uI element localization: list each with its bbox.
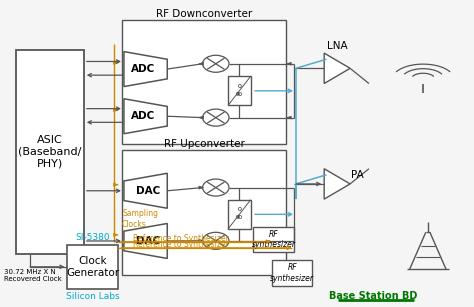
Text: 90: 90: [236, 92, 243, 97]
Circle shape: [202, 55, 229, 72]
Bar: [121, 20, 286, 144]
Polygon shape: [124, 223, 167, 258]
Text: Base Station BD: Base Station BD: [329, 291, 418, 301]
Polygon shape: [287, 62, 291, 65]
Polygon shape: [287, 116, 291, 119]
Polygon shape: [199, 239, 203, 242]
Text: Reference to Synthesizer: Reference to Synthesizer: [133, 240, 228, 249]
Text: Clock
Generator: Clock Generator: [66, 256, 119, 278]
Text: ASIC
(Baseband/
PHY): ASIC (Baseband/ PHY): [18, 135, 82, 169]
Text: SI-5380: SI-5380: [75, 233, 110, 242]
Text: RF
synthesizer: RF synthesizer: [270, 263, 314, 283]
Polygon shape: [124, 99, 167, 134]
Circle shape: [202, 109, 229, 126]
Text: ADC: ADC: [131, 64, 155, 74]
Bar: [228, 200, 251, 229]
Circle shape: [202, 179, 229, 196]
Polygon shape: [114, 61, 118, 64]
Polygon shape: [324, 169, 350, 199]
Polygon shape: [199, 116, 203, 119]
Text: 0: 0: [237, 207, 241, 212]
Text: DAC: DAC: [136, 236, 160, 246]
Text: LNA: LNA: [327, 41, 347, 50]
Polygon shape: [199, 62, 203, 65]
Bar: [16, 50, 84, 254]
Text: PA: PA: [351, 170, 364, 180]
Circle shape: [202, 232, 229, 249]
Text: 0: 0: [237, 84, 241, 89]
Polygon shape: [114, 109, 118, 112]
Polygon shape: [114, 233, 118, 236]
Text: 90: 90: [236, 216, 243, 220]
Polygon shape: [199, 186, 203, 189]
Bar: [67, 245, 118, 289]
Bar: [228, 76, 251, 105]
Text: Reference to Synthesizer: Reference to Synthesizer: [133, 234, 228, 243]
Polygon shape: [324, 53, 350, 84]
Polygon shape: [124, 52, 167, 87]
Bar: [273, 260, 312, 286]
Text: ADC: ADC: [131, 111, 155, 121]
Bar: [254, 227, 293, 252]
Text: RF Downconverter: RF Downconverter: [156, 9, 252, 18]
Text: Sampling
Clocks: Sampling Clocks: [122, 209, 158, 229]
Polygon shape: [124, 173, 167, 208]
Polygon shape: [114, 183, 118, 186]
Text: 30.72 MHz X N
Recovered Clock: 30.72 MHz X N Recovered Clock: [4, 270, 62, 282]
Text: Silicon Labs: Silicon Labs: [66, 292, 119, 301]
Text: RF Upconverter: RF Upconverter: [164, 139, 245, 150]
Text: RF
synthesizer: RF synthesizer: [252, 230, 295, 249]
Bar: [121, 150, 286, 275]
Text: DAC: DAC: [136, 186, 160, 196]
